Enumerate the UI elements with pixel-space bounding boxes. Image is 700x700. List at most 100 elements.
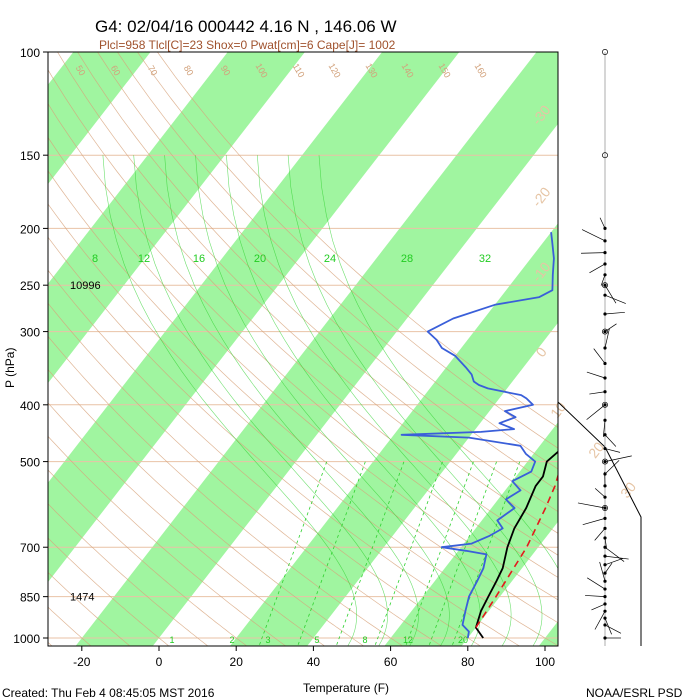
mixing-ratio-bottom-label: 3 — [265, 635, 270, 645]
dry-adiabat — [137, 52, 558, 449]
credit-label: NOAA/ESRL PSD — [586, 686, 683, 700]
dry-adiabat — [57, 52, 558, 534]
y-tick-label: 400 — [20, 399, 40, 413]
temperature-band — [48, 52, 460, 583]
temperature-bands — [48, 52, 558, 646]
grid-lines — [48, 52, 558, 646]
wind-barb — [604, 546, 625, 562]
mixing-ratio-label: 12 — [138, 253, 150, 265]
dry-adiabat — [48, 203, 558, 646]
adiabat-label: 160 — [473, 61, 489, 79]
wind-barb — [591, 603, 606, 611]
wind-barb — [594, 611, 606, 630]
x-tick-label: 80 — [461, 655, 475, 669]
wind-barb — [594, 488, 606, 498]
wind-barb — [577, 502, 606, 509]
wind-calm-marker — [602, 458, 608, 465]
dry-adiabat — [117, 52, 558, 470]
dry-adiabat — [48, 435, 287, 646]
wind-barb — [604, 294, 626, 304]
wind-barb — [585, 595, 606, 597]
mixing-ratio-bottom-label: 5 — [314, 635, 319, 645]
temperature-band — [229, 223, 558, 646]
wind-barb — [604, 624, 622, 634]
temperature-band — [538, 621, 558, 646]
y-tick-label: 250 — [20, 279, 40, 293]
x-tick-label: -20 — [73, 655, 91, 669]
wind-barb — [604, 555, 629, 560]
moist-adiabat — [257, 155, 512, 646]
wind-calm-marker — [602, 49, 608, 55]
dry-adiabat — [48, 503, 209, 646]
wind-barb — [602, 420, 606, 438]
adiabat-label: 120 — [327, 61, 343, 79]
y-tick-label: 1000 — [13, 632, 40, 646]
wind-barb — [604, 460, 620, 475]
wind-barb-point — [603, 595, 607, 599]
wind-barb-column — [557, 49, 642, 646]
wind-barb — [581, 229, 606, 242]
dry-adiabat — [48, 136, 558, 601]
mixing-ratio-bottom-label: 20 — [458, 635, 468, 645]
series-lines — [400, 232, 558, 639]
wind-barb — [604, 537, 608, 550]
wind-barb — [604, 434, 617, 447]
chart-title: G4: 02/04/16 000442 4.16 N , 146.06 W — [95, 17, 397, 36]
wind-barb — [599, 217, 606, 229]
wind-barb — [589, 263, 606, 274]
mixing-ratio-label: 32 — [479, 253, 491, 265]
mixing-ratio-label: 20 — [254, 253, 266, 265]
y-tick-label: 500 — [20, 456, 40, 470]
wind-barb — [604, 323, 617, 332]
wind-barb-point — [603, 579, 607, 583]
dry-adiabat — [48, 236, 521, 646]
adiabat-label: 80 — [182, 64, 196, 78]
moist-adiabat — [318, 155, 558, 570]
wind-panel-outline — [557, 400, 642, 646]
dry-adiabat — [48, 537, 170, 646]
y-tick-label: 700 — [20, 541, 40, 555]
adiabat-label: 60 — [109, 64, 123, 78]
isotherm-label: 0 — [532, 344, 550, 360]
wind-barb — [589, 391, 606, 395]
created-timestamp: Created: Thu Feb 4 08:45:05 MST 2016 — [2, 686, 215, 700]
mixing-ratio-bottom-label: 12 — [403, 635, 413, 645]
dry-adiabat — [48, 469, 248, 646]
y-axis-label: P (hPa) — [3, 348, 17, 388]
moist-adiabat — [102, 155, 358, 646]
wind-barb — [604, 448, 621, 453]
moist-adiabat — [164, 155, 419, 646]
dry-adiabat — [48, 571, 131, 646]
isotherm-label: -20 — [529, 184, 554, 210]
wind-barb — [581, 252, 606, 254]
wind-barb — [593, 348, 606, 364]
wind-calm-marker — [602, 282, 608, 289]
temperature-band — [48, 52, 151, 185]
height-annotation: 10996 — [70, 280, 101, 292]
dry-adiabat — [48, 335, 404, 646]
wind-barb — [599, 561, 606, 582]
wind-barb — [586, 577, 606, 590]
isotherm-label: 30 — [617, 479, 639, 501]
y-tick-label: 150 — [20, 149, 40, 163]
temperature-band — [75, 52, 558, 646]
wind-calm-marker — [602, 152, 608, 159]
adiabat-label: 70 — [146, 64, 160, 78]
moist-adiabat — [133, 155, 388, 646]
wind-barb — [604, 455, 632, 462]
dry-adiabat — [48, 269, 482, 646]
mixing-ratio-label: 8 — [92, 253, 98, 265]
dry-adiabat — [77, 52, 558, 513]
y-tick-label: 100 — [20, 46, 40, 60]
y-tick-label: 850 — [20, 591, 40, 605]
dry-adiabat — [48, 302, 443, 646]
height-annotation: 1474 — [70, 592, 94, 604]
x-tick-label: 100 — [535, 655, 555, 669]
mixing-ratio-label: 28 — [401, 253, 413, 265]
x-tick-label: 60 — [384, 655, 398, 669]
dry-adiabat — [48, 170, 558, 624]
wind-barb — [604, 311, 625, 315]
wind-barb — [604, 562, 613, 574]
